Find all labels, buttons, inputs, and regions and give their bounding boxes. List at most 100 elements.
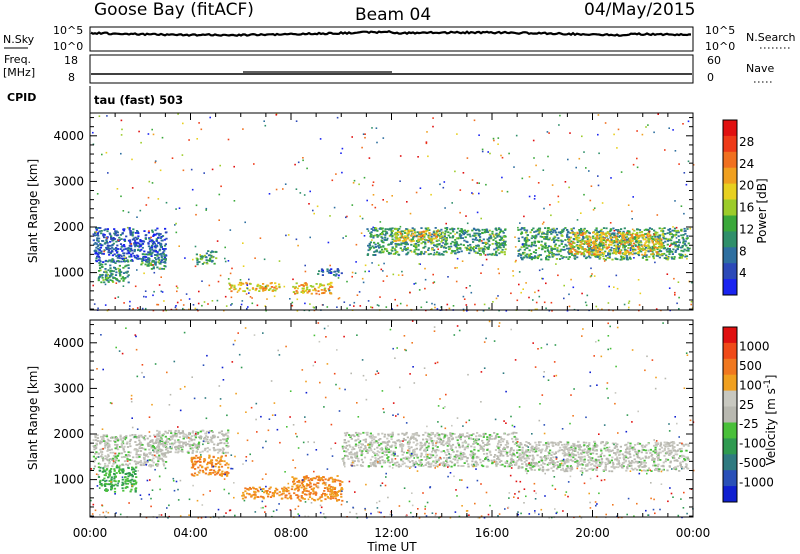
range-gate-cell <box>376 141 378 144</box>
range-gate-cell <box>454 243 457 245</box>
range-gate-cell <box>546 246 549 249</box>
range-gate-cell <box>540 244 543 246</box>
range-gate-cell <box>162 261 165 264</box>
range-gate-cell <box>592 242 595 245</box>
range-gate-cell <box>554 231 557 234</box>
range-gate-cell <box>589 275 592 278</box>
range-gate-cell <box>633 238 636 240</box>
range-gate-cell <box>379 221 382 223</box>
range-gate-cell <box>569 249 572 251</box>
range-gate-cell <box>114 233 117 236</box>
range-gate-cell <box>103 242 106 245</box>
range-gate-cell <box>142 464 145 466</box>
range-gate-cell <box>255 488 258 490</box>
range-gate-cell <box>563 284 565 287</box>
range-gate-cell <box>548 231 551 233</box>
range-gate-cell <box>455 241 458 244</box>
range-gate-cell <box>149 451 152 454</box>
range-gate-cell <box>224 471 227 474</box>
range-gate-cell <box>160 267 163 270</box>
range-gate-cell <box>271 290 274 292</box>
range-gate-cell <box>683 243 686 245</box>
range-gate-cell <box>181 154 184 156</box>
range-gate-cell <box>609 228 612 230</box>
range-gate-cell <box>109 440 112 442</box>
range-gate-cell <box>327 490 330 492</box>
range-gate-cell <box>147 251 150 254</box>
range-gate-cell <box>527 245 530 247</box>
range-gate-cell <box>384 239 387 241</box>
range-gate-cell <box>100 435 103 438</box>
range-gate-cell <box>138 435 141 438</box>
range-gate-cell <box>158 454 161 457</box>
range-gate-cell <box>534 237 537 239</box>
range-gate-cell <box>685 237 688 240</box>
range-gate-cell <box>147 455 150 458</box>
range-gate-cell <box>397 433 400 436</box>
range-gate-cell <box>460 234 463 237</box>
range-gate-cell <box>380 245 382 248</box>
range-gate-cell <box>103 250 105 253</box>
range-gate-cell <box>497 234 500 237</box>
range-gate-cell <box>206 450 209 453</box>
range-gate-cell <box>639 240 642 243</box>
range-gate-cell <box>625 232 629 234</box>
range-gate-cell <box>150 239 153 242</box>
range-gate-cell <box>336 491 339 493</box>
range-gate-cell <box>196 448 199 451</box>
range-gate-cell <box>286 497 289 500</box>
range-gate-cell <box>329 264 331 267</box>
range-gate-cell <box>97 240 100 243</box>
range-gate-cell <box>258 287 261 289</box>
range-gate-cell <box>161 434 164 437</box>
range-gate-cell <box>367 244 370 247</box>
range-gate-cell <box>337 277 340 279</box>
range-gate-cell <box>317 475 320 478</box>
range-gate-cell <box>629 233 632 236</box>
range-gate-cell <box>609 241 612 243</box>
range-gate-cell <box>157 303 160 306</box>
range-gate-cell <box>92 455 95 458</box>
range-gate-cell <box>102 438 105 441</box>
range-gate-cell <box>404 232 407 234</box>
range-gate-cell <box>195 431 198 433</box>
range-gate-cell <box>120 238 123 240</box>
range-gate-cell <box>284 183 287 185</box>
range-gate-cell <box>333 478 336 481</box>
range-gate-cell <box>398 237 401 240</box>
range-gate-cell <box>333 488 336 491</box>
range-gate-cell <box>163 300 165 302</box>
range-gate-cell <box>669 232 673 235</box>
range-gate-cell <box>545 282 547 285</box>
range-gate-cell <box>451 228 454 231</box>
range-gate-cell <box>495 240 498 243</box>
range-gate-cell <box>301 480 304 483</box>
range-gate-cell <box>646 258 649 261</box>
range-gate-cell <box>193 434 196 437</box>
range-gate-cell <box>647 247 650 250</box>
range-gate-cell <box>433 303 436 306</box>
range-gate-cell <box>305 490 308 492</box>
range-gate-cell <box>114 232 117 234</box>
range-gate-cell <box>440 240 443 243</box>
range-gate-cell <box>167 441 170 443</box>
range-gate-cell <box>655 308 658 310</box>
range-gate-cell <box>215 472 218 475</box>
range-gate-cell <box>648 227 652 230</box>
range-gate-cell <box>611 236 614 239</box>
range-gate-cell <box>388 253 391 255</box>
range-gate-cell <box>636 130 638 132</box>
range-gate-cell <box>592 254 595 257</box>
range-gate-cell <box>176 290 178 293</box>
range-gate-cell <box>177 113 179 115</box>
range-gate-cell <box>119 248 122 250</box>
range-gate-cell <box>318 285 322 287</box>
range-gate-cell <box>576 246 580 249</box>
range-gate-cell <box>126 477 129 480</box>
range-gate-cell <box>158 430 161 433</box>
range-gate-cell <box>96 255 99 258</box>
range-gate-cell <box>206 466 209 469</box>
range-gate-cell <box>320 496 324 498</box>
range-gate-cell <box>675 241 678 243</box>
range-gate-cell <box>445 251 448 254</box>
